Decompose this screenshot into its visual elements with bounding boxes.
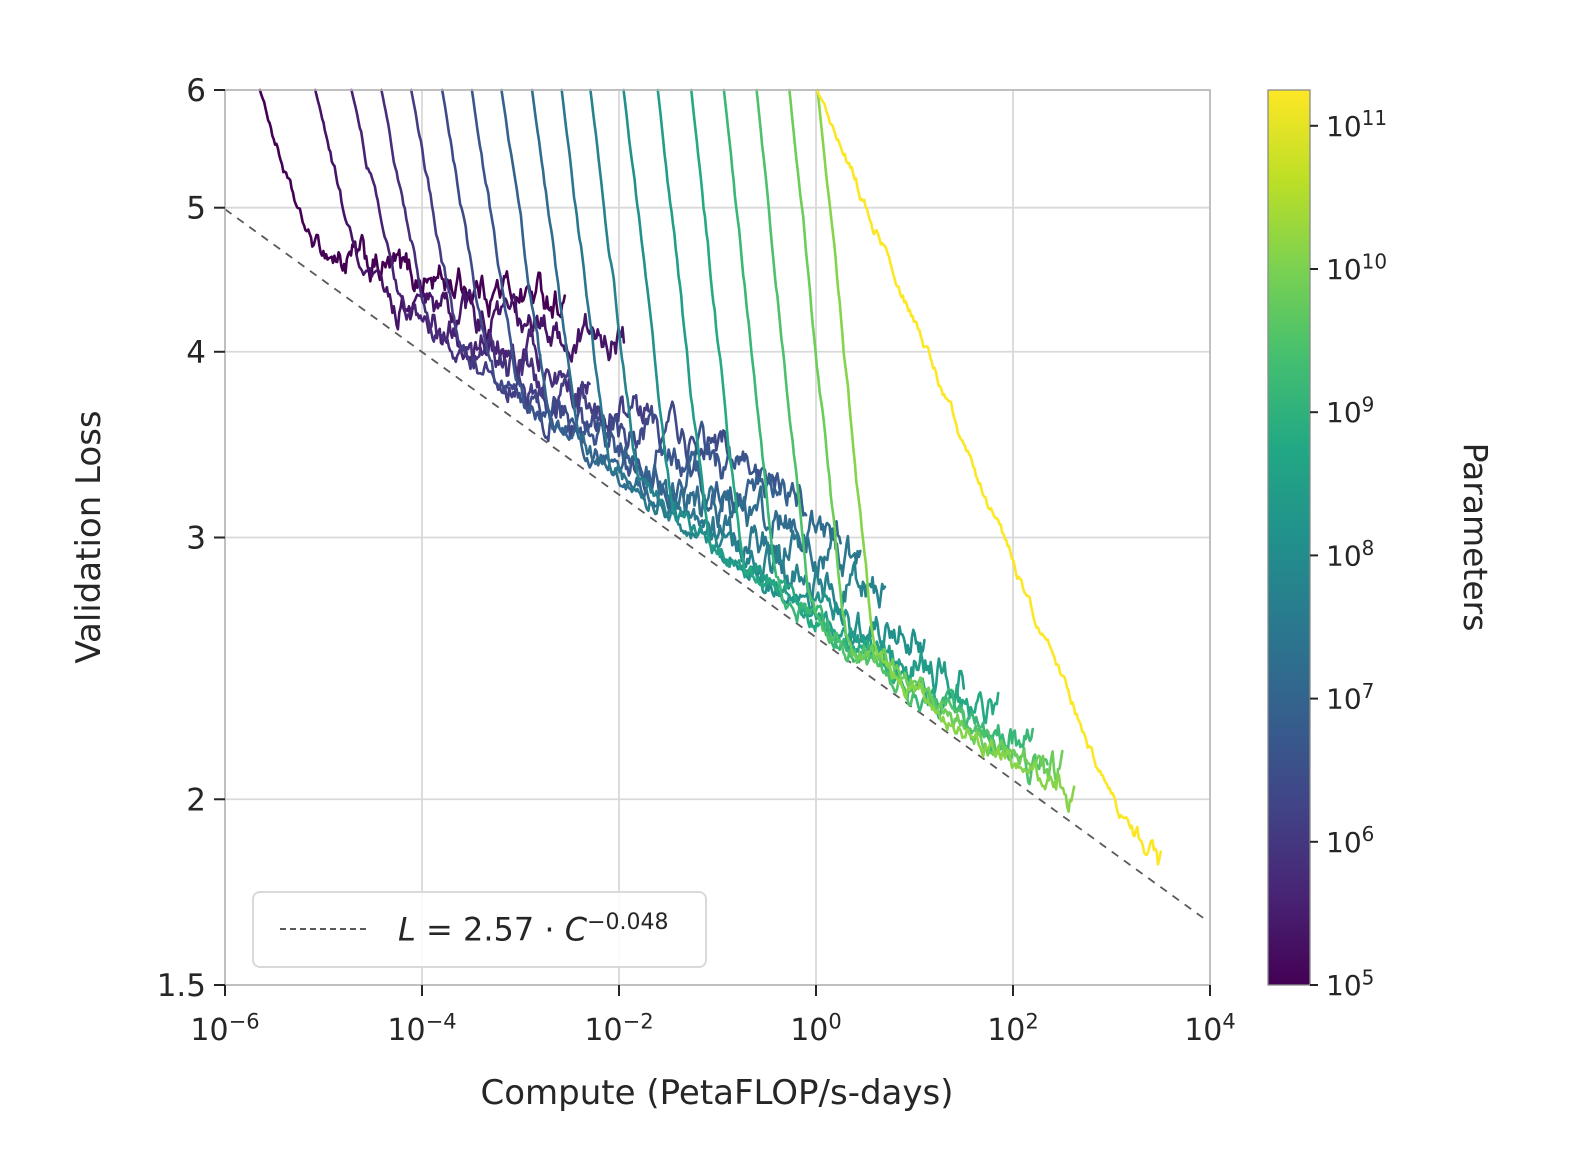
learning-curve [409, 88, 650, 434]
learning-curve [500, 88, 808, 517]
tick-label: 1010 [1326, 249, 1387, 286]
learning-curve [656, 88, 966, 699]
learning-curve [788, 88, 1064, 782]
learning-curve [816, 88, 1163, 866]
fit-line-sample [280, 928, 366, 931]
colorbar-bar [1267, 89, 1311, 986]
tick-label: 1.5 [157, 968, 206, 1004]
learning-curve [816, 88, 1076, 813]
tick-label: 3 [186, 521, 206, 557]
learning-curve [470, 88, 783, 495]
tick-label: 109 [1326, 393, 1374, 430]
y-tick-labels: 6 5 4 3 2 1.5 [157, 73, 225, 1004]
tick-label: 10−6 [190, 1010, 259, 1048]
learning-curve [380, 88, 591, 411]
colorbar-label: Parameters [1456, 443, 1495, 632]
learning-curve [350, 88, 542, 380]
learning-curve [314, 88, 626, 363]
tick-label: 5 [186, 191, 206, 227]
power-law-fit-line [224, 208, 1204, 919]
fit-eq-var: C [564, 910, 588, 949]
tick-label: 104 [1184, 1010, 1236, 1048]
learning-curve [258, 88, 567, 319]
x-axis-label: Compute (PetaFLOP/s-days) [481, 1073, 954, 1113]
fit-line-layer [224, 208, 1204, 919]
learning-curve [440, 88, 729, 464]
tick-label: 10−4 [387, 1010, 456, 1048]
legend: L = 2.57 · C−0.048 [252, 891, 707, 968]
fit-eq-mid: = 2.57 · [415, 910, 565, 949]
learning-curve [622, 88, 926, 656]
x-tick-labels: 10−6 10−4 10−2 100 102 104 [190, 985, 1236, 1048]
tick-label: 107 [1326, 679, 1374, 716]
fit-equation: L = 2.57 · C−0.048 [398, 910, 669, 949]
tick-label: 106 [1326, 822, 1374, 859]
y-axis-label: Validation Loss [69, 410, 109, 663]
tick-label: 105 [1326, 965, 1374, 1002]
tick-label: 100 [790, 1010, 842, 1048]
tick-label: 108 [1326, 536, 1374, 573]
tick-label: 2 [186, 782, 206, 818]
series-layer [258, 88, 1163, 866]
colorbar: 105 106 107 108 109 1010 1011 [1267, 89, 1387, 1002]
fit-eq-lhs: L [398, 910, 416, 949]
tick-label: 4 [186, 335, 206, 371]
tick-label: 6 [186, 73, 206, 109]
tick-label: 10−2 [584, 1010, 653, 1048]
tick-label: 102 [987, 1010, 1039, 1048]
tick-label: 1011 [1326, 106, 1387, 143]
fit-eq-exponent: −0.048 [587, 910, 669, 935]
